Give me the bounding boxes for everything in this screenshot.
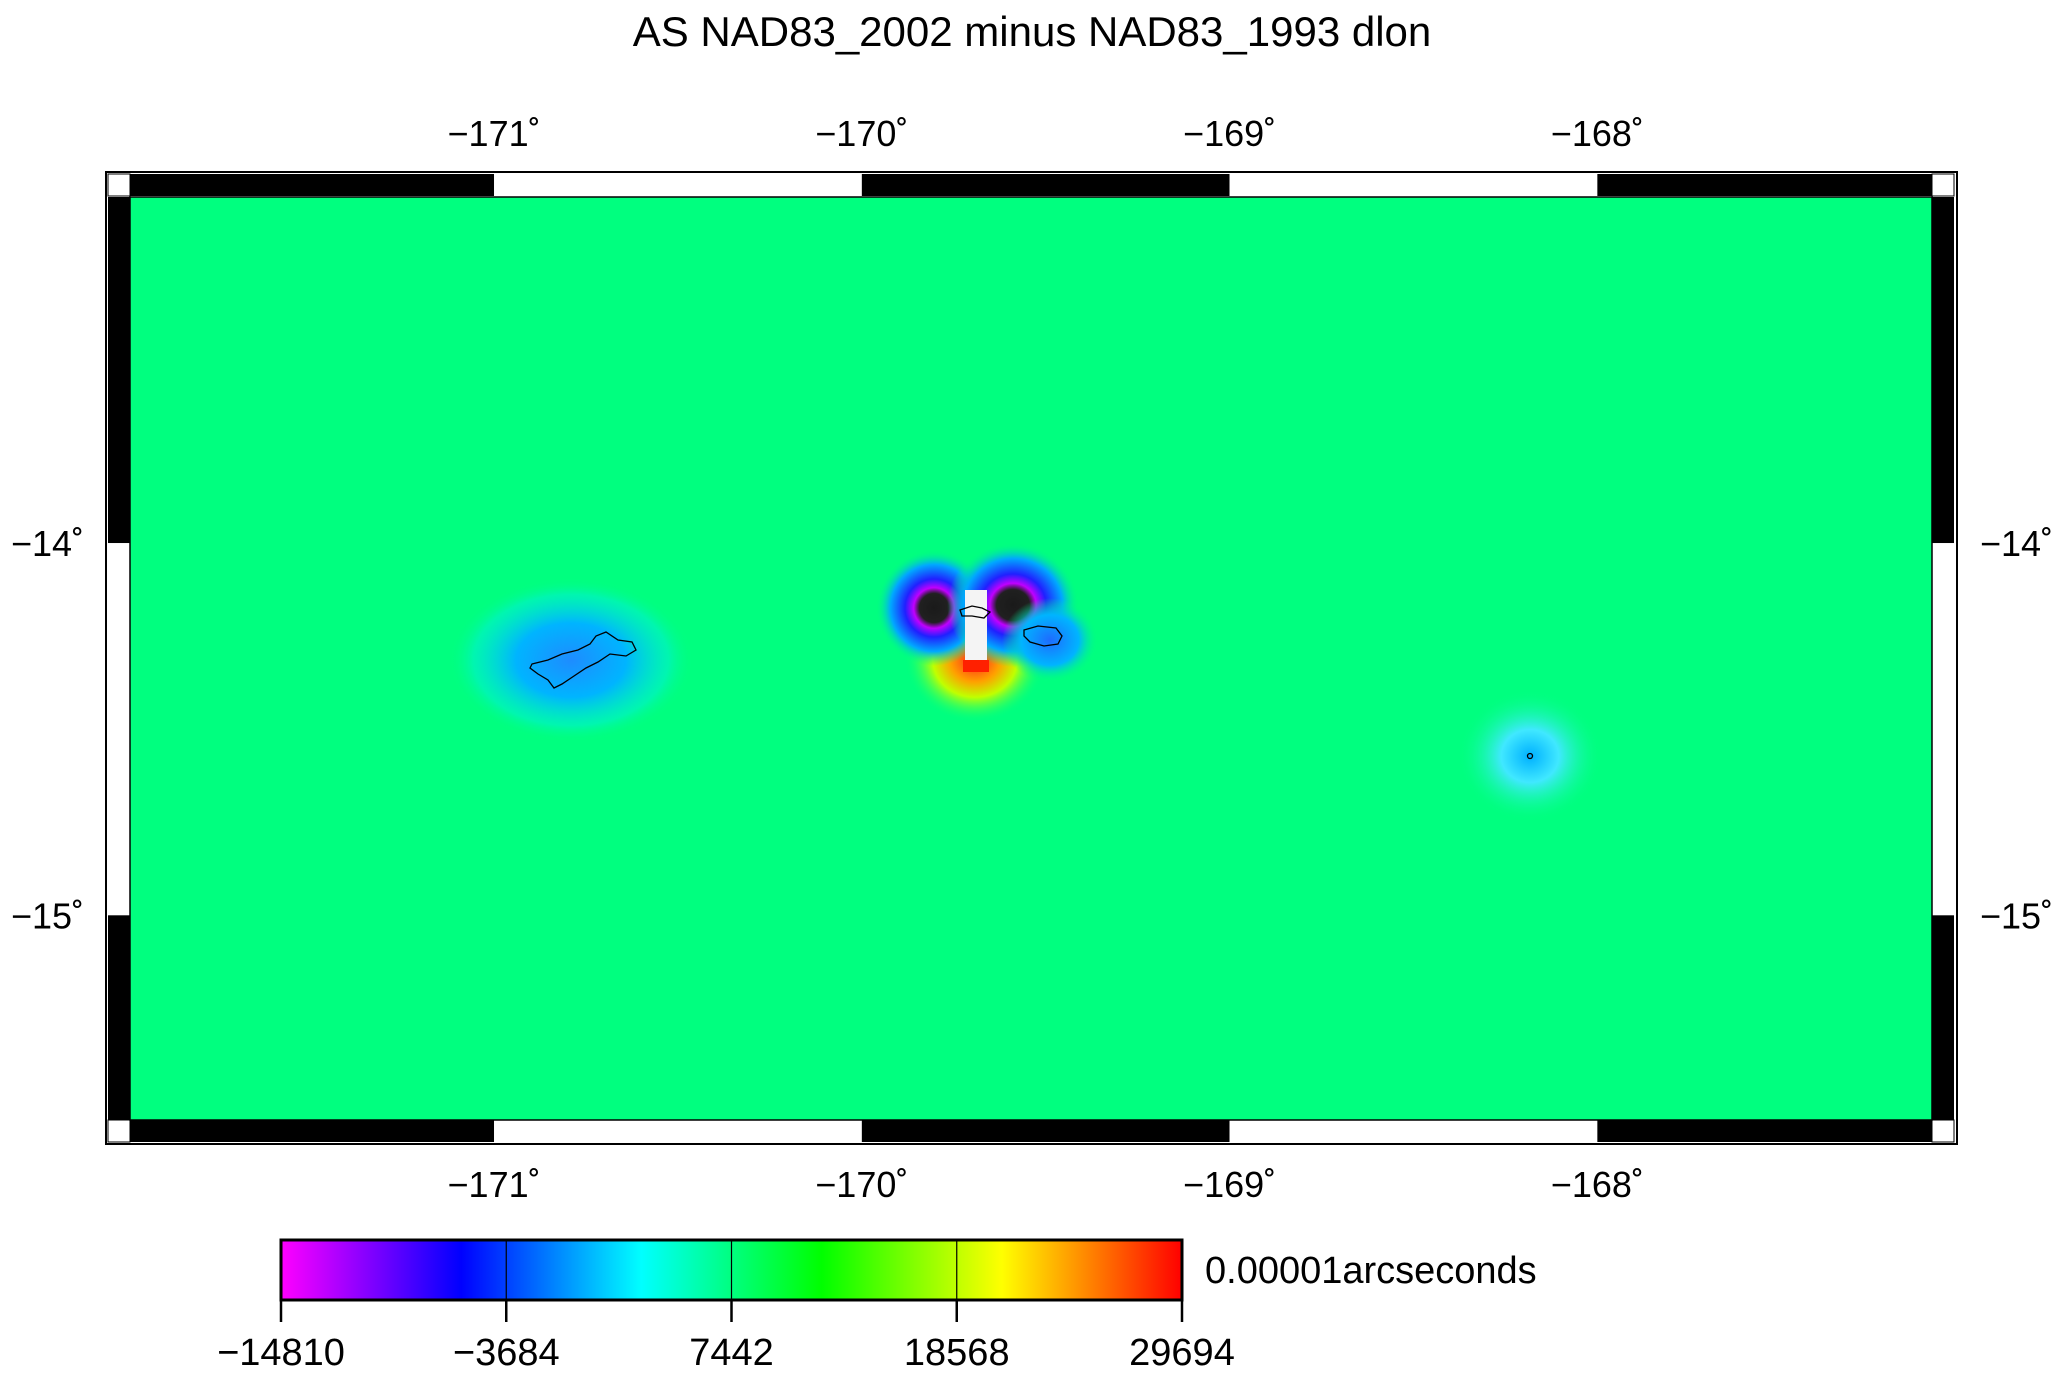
lon-tick-label-top: −168˚ [1551,113,1644,154]
frame-corner [1931,173,1955,197]
anomaly-rose-atoll [1458,690,1602,822]
frame-segment-bottom [1597,1120,1932,1142]
coastline-rose-atoll [1526,752,1534,760]
frame-segment-bottom [861,1120,1230,1142]
frame-segment-bottom [494,1120,862,1142]
frame-segment-left [108,197,130,544]
lon-tick-label-bottom: −168˚ [1551,1164,1644,1205]
lat-tick-label-left: −14˚ [11,523,84,564]
lon-tick-label-bottom: −171˚ [448,1164,541,1205]
frame-segment-top [1597,174,1932,196]
frame-outline [105,171,1958,1145]
map-inner-border [129,196,1933,1121]
frame-corner [1931,1119,1955,1143]
lat-tick-label-left: −15˚ [11,895,84,936]
lat-tick-label-right: −14˚ [1980,523,2053,564]
coastline-tau [1023,625,1063,647]
colorbar-tick-label: 18568 [904,1332,1010,1374]
chart-title: AS NAD83_2002 minus NAD83_1993 dlon [633,8,1432,55]
frame-segment-top [494,174,862,196]
map-frame [105,171,1958,1145]
colorbar-unit-label: 0.00001arcseconds [1205,1250,1537,1292]
anomaly-tau [1002,598,1098,682]
frame-segment-right [1932,915,1954,1120]
frame-segment-bottom [1229,1120,1598,1142]
frame-segment-left [108,915,130,1120]
frame-segment-bottom [130,1120,495,1142]
frame-segment-right [1932,197,1954,544]
lat-tick-label-right: −15˚ [1980,895,2053,936]
colorbar-ticks: −14810 −3684 7442 18568 29694 [217,1240,1235,1374]
frame-segment-top [861,174,1230,196]
coastline-tutuila [529,631,637,689]
frame-segment-top [130,174,495,196]
lat-labels-right: −14˚ −15˚ [1980,523,2053,936]
coastline-layer [529,605,1534,760]
frame-segment-top [1229,174,1598,196]
colorbar-tick-label: 7442 [689,1332,774,1374]
lon-labels-bottom: −171˚ −170˚ −169˚ −168˚ [448,1164,1644,1205]
colorbar-tick-label: −3684 [453,1332,560,1374]
frame-segment-right [1932,543,1954,916]
lon-tick-label-top: −171˚ [448,113,541,154]
anomaly-center-red [963,660,989,672]
frame-corner [107,173,131,197]
lon-tick-label-bottom: −169˚ [1183,1164,1276,1205]
colorbar-tick-label: 29694 [1129,1332,1235,1374]
anomaly-tutuila [449,578,693,742]
lon-tick-label-bottom: −170˚ [815,1164,908,1205]
lat-labels-left: −14˚ −15˚ [11,523,84,936]
anomaly-center-white [965,590,987,662]
colorbar: −14810 −3684 7442 18568 29694 0.00001arcseco… [217,1238,1537,1374]
frame-corner [107,1119,131,1143]
coastline-ofu-olosega [959,605,992,619]
colorbar-tick-label: −14810 [217,1332,345,1374]
lon-labels-top: −171˚ −170˚ −169˚ −168˚ [448,113,1644,154]
lon-tick-label-top: −170˚ [815,113,908,154]
frame-segment-left [108,543,130,916]
anomaly-layer [449,543,1602,822]
lon-tick-label-top: −169˚ [1183,113,1276,154]
